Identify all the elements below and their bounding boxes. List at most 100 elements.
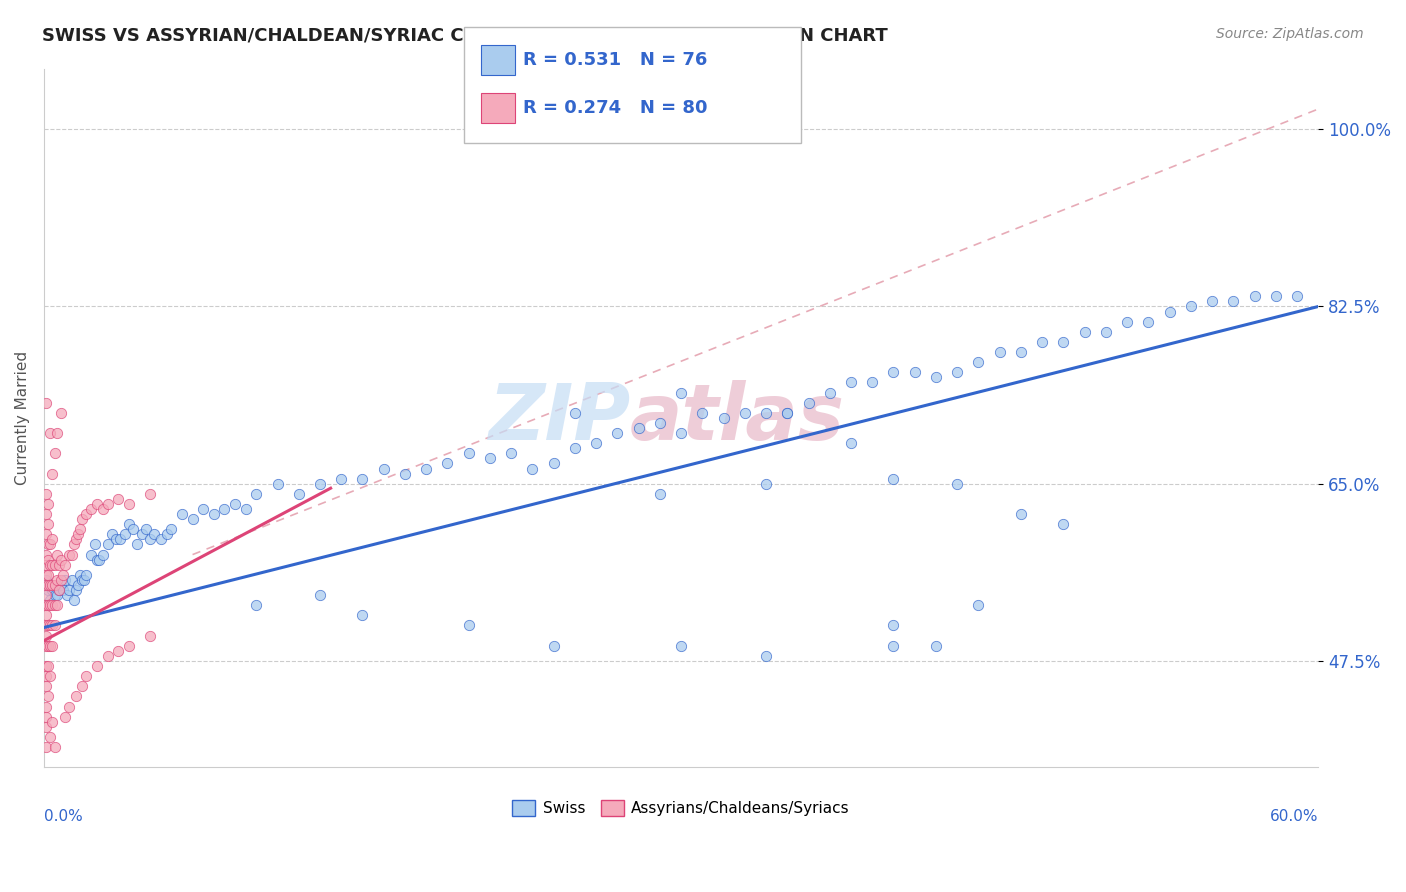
Point bbox=[967, 599, 990, 613]
Point bbox=[1201, 294, 1223, 309]
Point bbox=[97, 497, 120, 511]
Point bbox=[44, 446, 66, 460]
Point bbox=[52, 582, 75, 597]
Point bbox=[988, 345, 1011, 359]
Point bbox=[37, 497, 59, 511]
Point bbox=[65, 533, 87, 547]
Point bbox=[127, 537, 149, 551]
Point bbox=[1180, 300, 1202, 314]
Point bbox=[45, 588, 67, 602]
Point bbox=[35, 588, 58, 602]
Point bbox=[75, 507, 97, 521]
Point bbox=[79, 502, 101, 516]
Point bbox=[49, 406, 72, 420]
Point bbox=[35, 739, 58, 754]
Point bbox=[734, 406, 756, 420]
Point bbox=[48, 558, 70, 572]
Point bbox=[41, 618, 63, 632]
Point bbox=[160, 522, 183, 536]
Point bbox=[543, 639, 565, 653]
Point bbox=[193, 502, 215, 516]
Point bbox=[70, 679, 93, 693]
Point bbox=[478, 451, 501, 466]
Point bbox=[755, 476, 778, 491]
Y-axis label: Currently Married: Currently Married bbox=[15, 351, 30, 485]
Point bbox=[69, 567, 91, 582]
Point bbox=[776, 406, 799, 420]
Point bbox=[41, 599, 63, 613]
Point bbox=[564, 442, 586, 456]
Point bbox=[35, 639, 58, 653]
Point bbox=[73, 573, 96, 587]
Point bbox=[436, 457, 458, 471]
Point bbox=[755, 406, 778, 420]
Point bbox=[35, 567, 58, 582]
Point bbox=[839, 376, 862, 390]
Point bbox=[309, 588, 332, 602]
Text: 60.0%: 60.0% bbox=[1270, 809, 1319, 824]
Point bbox=[101, 527, 124, 541]
Point bbox=[35, 558, 58, 572]
Point bbox=[352, 608, 374, 623]
Point bbox=[35, 507, 58, 521]
Point bbox=[330, 472, 353, 486]
Point bbox=[287, 487, 309, 501]
Point bbox=[107, 491, 129, 506]
Point bbox=[37, 659, 59, 673]
Point bbox=[1116, 315, 1139, 329]
Point bbox=[1159, 304, 1181, 318]
Point bbox=[352, 472, 374, 486]
Point bbox=[56, 588, 79, 602]
Point bbox=[946, 476, 969, 491]
Point bbox=[53, 573, 76, 587]
Point bbox=[70, 573, 93, 587]
Point bbox=[501, 446, 523, 460]
Text: atlas: atlas bbox=[630, 380, 845, 456]
Point bbox=[149, 533, 172, 547]
Point bbox=[39, 618, 62, 632]
Point bbox=[39, 426, 62, 441]
Point bbox=[87, 552, 110, 566]
Point bbox=[41, 582, 63, 597]
Point bbox=[41, 639, 63, 653]
Point bbox=[60, 548, 83, 562]
Point bbox=[37, 537, 59, 551]
Text: R = 0.274   N = 80: R = 0.274 N = 80 bbox=[523, 99, 707, 117]
Point bbox=[946, 365, 969, 379]
Point bbox=[69, 522, 91, 536]
Point bbox=[606, 426, 628, 441]
Point bbox=[202, 507, 225, 521]
Point bbox=[39, 537, 62, 551]
Point bbox=[1137, 315, 1160, 329]
Point bbox=[41, 714, 63, 729]
Point bbox=[79, 548, 101, 562]
Point bbox=[967, 355, 990, 369]
Point bbox=[53, 709, 76, 723]
Point bbox=[44, 599, 66, 613]
Point bbox=[53, 558, 76, 572]
Point bbox=[35, 599, 58, 613]
Point bbox=[648, 487, 671, 501]
Point bbox=[35, 548, 58, 562]
Text: 0.0%: 0.0% bbox=[44, 809, 83, 824]
Point bbox=[44, 739, 66, 754]
Point bbox=[39, 593, 62, 607]
Point bbox=[669, 639, 692, 653]
Point bbox=[44, 558, 66, 572]
Point bbox=[882, 639, 904, 653]
Point bbox=[1243, 289, 1265, 303]
Point bbox=[39, 639, 62, 653]
Text: ZIP: ZIP bbox=[488, 380, 630, 456]
Point bbox=[776, 406, 799, 420]
Point bbox=[37, 618, 59, 632]
Point bbox=[181, 512, 204, 526]
Point bbox=[904, 365, 927, 379]
Point bbox=[1222, 294, 1244, 309]
Point bbox=[543, 457, 565, 471]
Point bbox=[522, 461, 544, 475]
Point bbox=[818, 385, 841, 400]
Point bbox=[266, 476, 288, 491]
Point bbox=[97, 648, 120, 663]
Point bbox=[797, 395, 820, 409]
Point bbox=[35, 527, 58, 541]
